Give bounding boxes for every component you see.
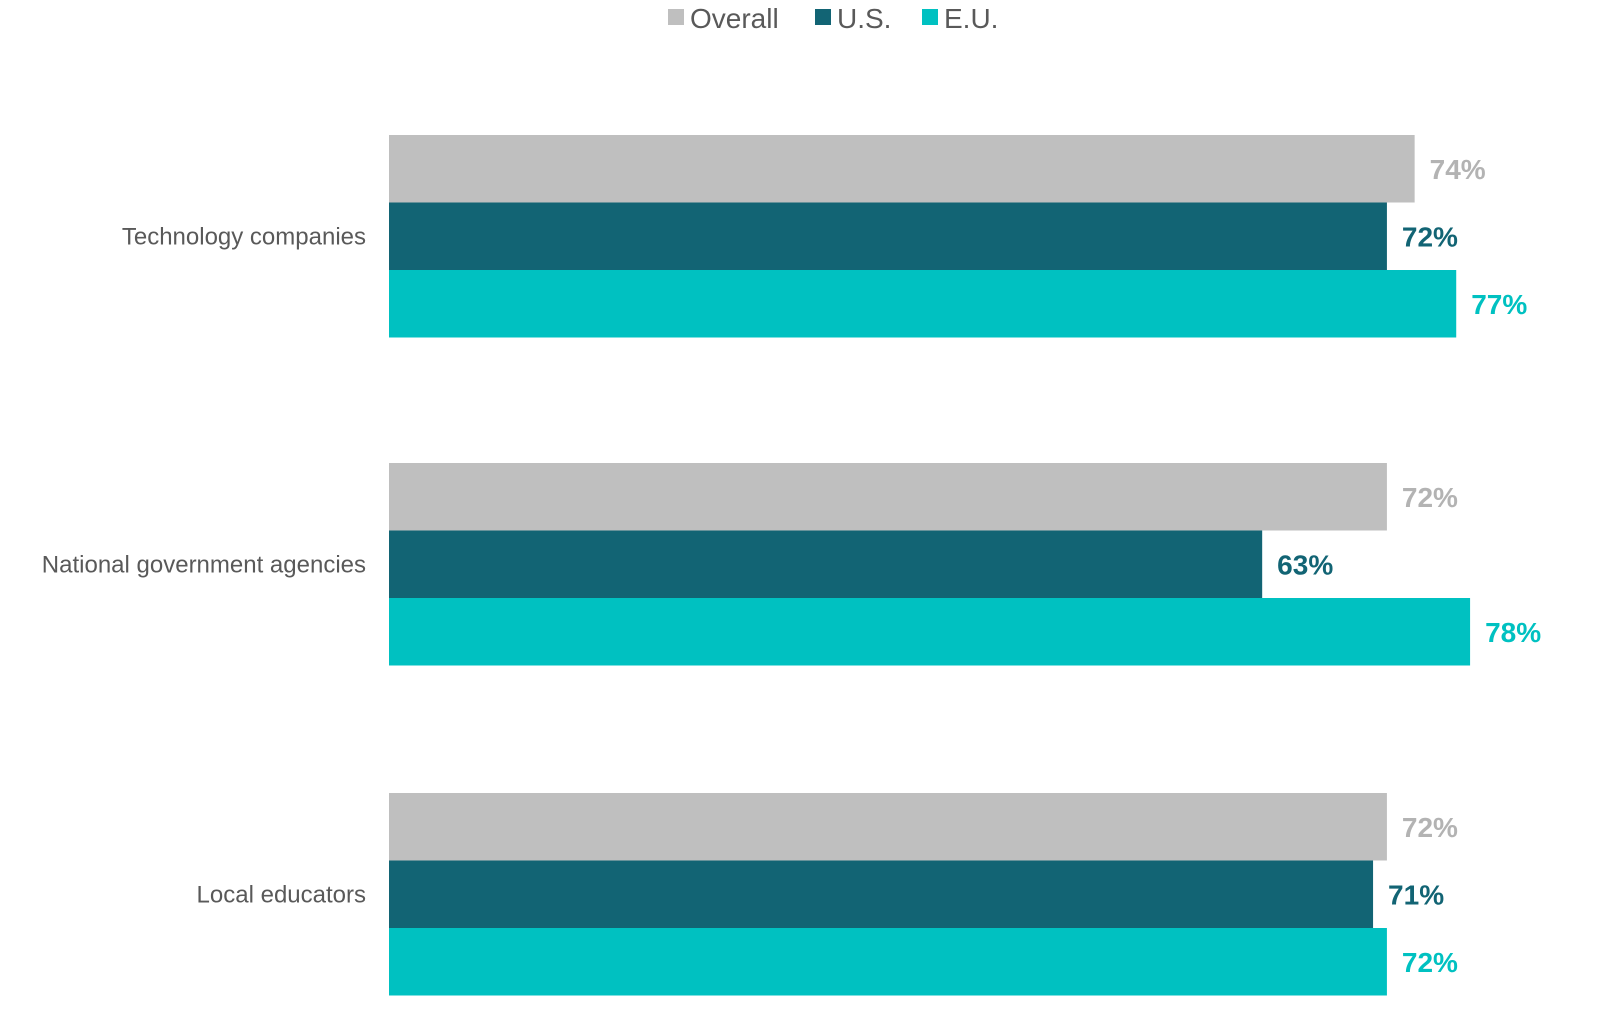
legend: Overall U.S. E.U. [668, 3, 998, 34]
data-label-technology-companies-overall: 74% [1430, 154, 1486, 185]
bar-technology-companies-overall [389, 135, 1415, 203]
bar-national-government-agencies-e-u [389, 598, 1471, 666]
legend-swatch-overall [668, 9, 684, 25]
legend-swatch-e-u [922, 9, 938, 25]
data-label-national-government-agencies-e-u: 78% [1485, 617, 1541, 648]
data-labels: 74% 72% 77% 72% 63% 78% 72% 71% 72% [1277, 154, 1541, 978]
data-label-local-educators-u-s: 71% [1388, 879, 1444, 910]
legend-label-e-u: E.U. [944, 3, 998, 34]
bar-national-government-agencies-overall [389, 463, 1387, 531]
data-label-technology-companies-e-u: 77% [1471, 289, 1527, 320]
bar-local-educators-e-u [389, 928, 1387, 996]
category-axis: Technology companies National government … [42, 223, 366, 908]
category-label-local-educators: Local educators [197, 881, 366, 908]
bar-local-educators-overall [389, 793, 1387, 861]
data-label-national-government-agencies-overall: 72% [1402, 482, 1458, 513]
data-label-technology-companies-u-s: 72% [1402, 221, 1458, 252]
data-label-national-government-agencies-u-s: 63% [1277, 549, 1333, 580]
data-label-local-educators-e-u: 72% [1402, 947, 1458, 978]
data-label-local-educators-overall: 72% [1402, 812, 1458, 843]
legend-label-overall: Overall [690, 3, 779, 34]
bar-national-government-agencies-u-s [389, 530, 1263, 598]
bar-local-educators-u-s [389, 860, 1374, 928]
category-label-national-government-agencies: National government agencies [42, 551, 366, 578]
category-label-technology-companies: Technology companies [122, 223, 366, 250]
legend-swatch-u-s [815, 9, 831, 25]
legend-label-u-s: U.S. [837, 3, 891, 34]
bar-technology-companies-e-u [389, 270, 1457, 338]
bar-technology-companies-u-s [389, 202, 1387, 270]
bars [389, 135, 1471, 996]
